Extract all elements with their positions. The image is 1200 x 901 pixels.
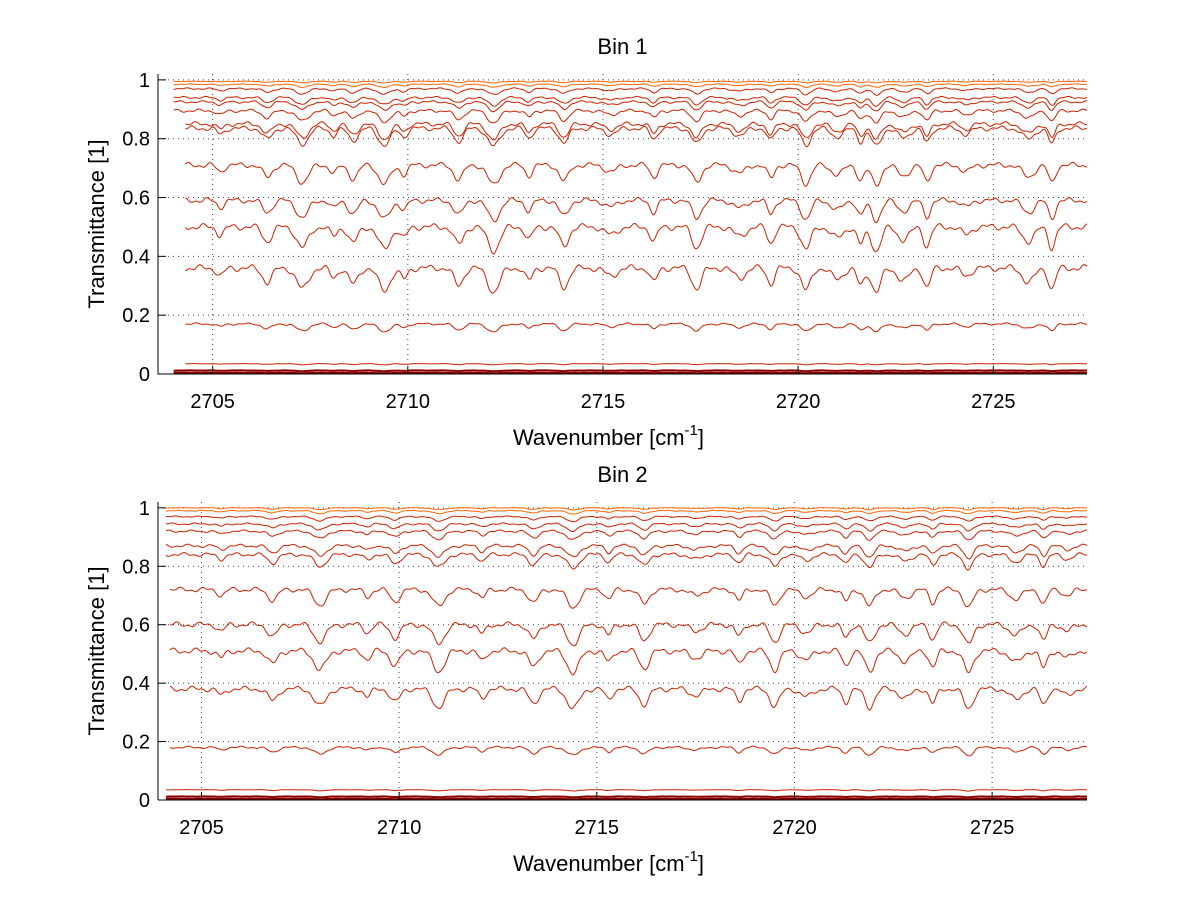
series-line	[165, 552, 1087, 571]
series-line	[165, 795, 1087, 799]
series-group	[165, 507, 1087, 800]
series-line	[184, 222, 1087, 255]
x-tick-label: 2710	[377, 817, 422, 839]
x-axis-label-end: ]	[698, 425, 704, 450]
x-axis-label: Wavenumber [cm-1]	[513, 848, 704, 876]
series-line	[173, 100, 1087, 113]
x-tick-label: 2720	[776, 391, 821, 413]
x-tick-label: 2710	[386, 391, 431, 413]
x-axis-label-text: Wavenumber [cm	[513, 425, 685, 450]
chart-title: Bin 1	[597, 34, 647, 59]
x-axis-label-end: ]	[698, 851, 704, 876]
y-axis-label: Transmittance [1]	[84, 566, 109, 735]
y-tick-label: 0.2	[122, 305, 150, 327]
x-axis-label: Wavenumber [cm-1]	[513, 422, 704, 450]
chart-title: Bin 2	[597, 462, 647, 487]
x-tick-label: 2715	[581, 391, 626, 413]
series-line	[169, 586, 1087, 609]
series-line	[185, 264, 1087, 294]
series-line	[173, 80, 1087, 84]
series-line	[185, 322, 1087, 333]
series-line	[185, 196, 1087, 224]
series-line	[173, 369, 1087, 373]
series-line	[173, 108, 1087, 124]
x-tick-label: 2715	[575, 817, 620, 839]
x-tick-label: 2720	[772, 817, 817, 839]
y-tick-label: 1	[139, 70, 150, 92]
x-axis-label-exponent: -1	[685, 848, 698, 865]
series-line	[165, 543, 1087, 560]
series-group	[173, 80, 1087, 374]
y-tick-label: 0.4	[122, 246, 150, 268]
y-tick-label: 0.4	[122, 673, 150, 695]
y-tick-label: 0	[139, 364, 150, 386]
series-line	[165, 507, 1087, 511]
y-tick-label: 1	[139, 498, 150, 520]
series-line	[165, 515, 1087, 523]
y-tick-label: 0	[139, 790, 150, 812]
y-tick-label: 0.2	[122, 732, 150, 754]
x-tick-label: 2705	[190, 391, 235, 413]
series-line	[169, 685, 1087, 711]
series-line	[165, 509, 1087, 515]
series-line	[169, 745, 1087, 757]
series-line	[165, 789, 1087, 792]
x-axis-label-text: Wavenumber [cm	[513, 851, 685, 876]
x-axis-label-exponent: -1	[685, 422, 698, 439]
y-tick-label: 0.8	[122, 556, 150, 578]
y-tick-label: 0.8	[122, 129, 150, 151]
series-line	[185, 121, 1087, 141]
x-tick-label: 2705	[179, 817, 224, 839]
series-line	[169, 647, 1087, 676]
y-axis-label: Transmittance [1]	[84, 139, 109, 308]
y-tick-label: 0.6	[122, 188, 150, 210]
series-line	[173, 87, 1087, 96]
plot-area	[158, 74, 1087, 374]
panel-1: 2705 2710 2715 2720 2725 0 0.2 0.4 0.6 0.8 1 Bin 1 T…	[84, 34, 1087, 450]
panel-2: 2705 2710 2715 2720 2725 0 0.2 0.4 0.6 0.8 1 Bin 2 T…	[84, 462, 1087, 876]
series-line	[169, 621, 1087, 647]
series-line	[165, 522, 1087, 533]
series-line	[173, 83, 1087, 89]
series-line	[165, 529, 1087, 541]
x-tick-label: 2725	[971, 391, 1016, 413]
series-line	[184, 161, 1087, 187]
series-line	[185, 125, 1087, 148]
series-line	[185, 362, 1087, 366]
y-tick-label: 0.6	[122, 615, 150, 637]
series-line	[173, 95, 1087, 107]
series-line	[173, 371, 1087, 374]
x-tick-label: 2725	[970, 817, 1015, 839]
